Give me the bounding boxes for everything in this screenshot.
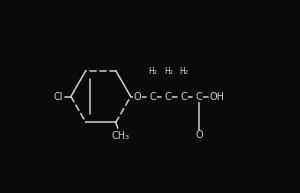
Text: C: C — [149, 91, 156, 102]
Text: OH: OH — [209, 91, 224, 102]
Text: H₂: H₂ — [164, 67, 173, 76]
Text: H₂: H₂ — [179, 67, 188, 76]
Text: C: C — [165, 91, 172, 102]
Text: C: C — [196, 91, 202, 102]
Text: Cl: Cl — [54, 91, 63, 102]
Text: CH₃: CH₃ — [112, 131, 130, 141]
Text: O: O — [134, 91, 141, 102]
Text: H₂: H₂ — [148, 67, 157, 76]
Text: O: O — [195, 130, 203, 140]
Text: C: C — [180, 91, 187, 102]
